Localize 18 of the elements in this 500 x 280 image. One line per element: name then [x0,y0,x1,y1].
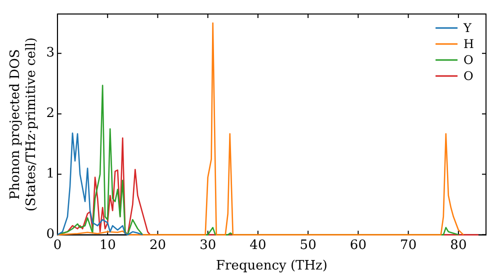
x-tick-label: 20 [149,238,166,253]
x-tick-label: 30 [200,238,216,253]
x-tick-label: 60 [350,238,366,253]
legend-label: H [464,37,474,52]
x-tick-label: 50 [300,238,316,253]
x-tick-label: 10 [99,238,116,253]
y-axis-title: Phonon projected DOS (States/THz·primitive cell) [8,37,39,212]
legend-label: O [464,53,474,68]
x-tick-label: 80 [450,238,467,253]
x-axis-title: Frequency (THz) [216,258,328,274]
y-tick-label: 1 [46,166,54,182]
y-tick-label: 0 [46,227,54,242]
legend-label: Y [462,21,473,36]
legend-label: O [464,69,474,84]
x-tick-label: 40 [250,238,266,253]
x-tick-label: 70 [400,238,417,253]
y-tick-label: 2 [46,106,54,122]
y-tick-label: 3 [46,46,54,61]
